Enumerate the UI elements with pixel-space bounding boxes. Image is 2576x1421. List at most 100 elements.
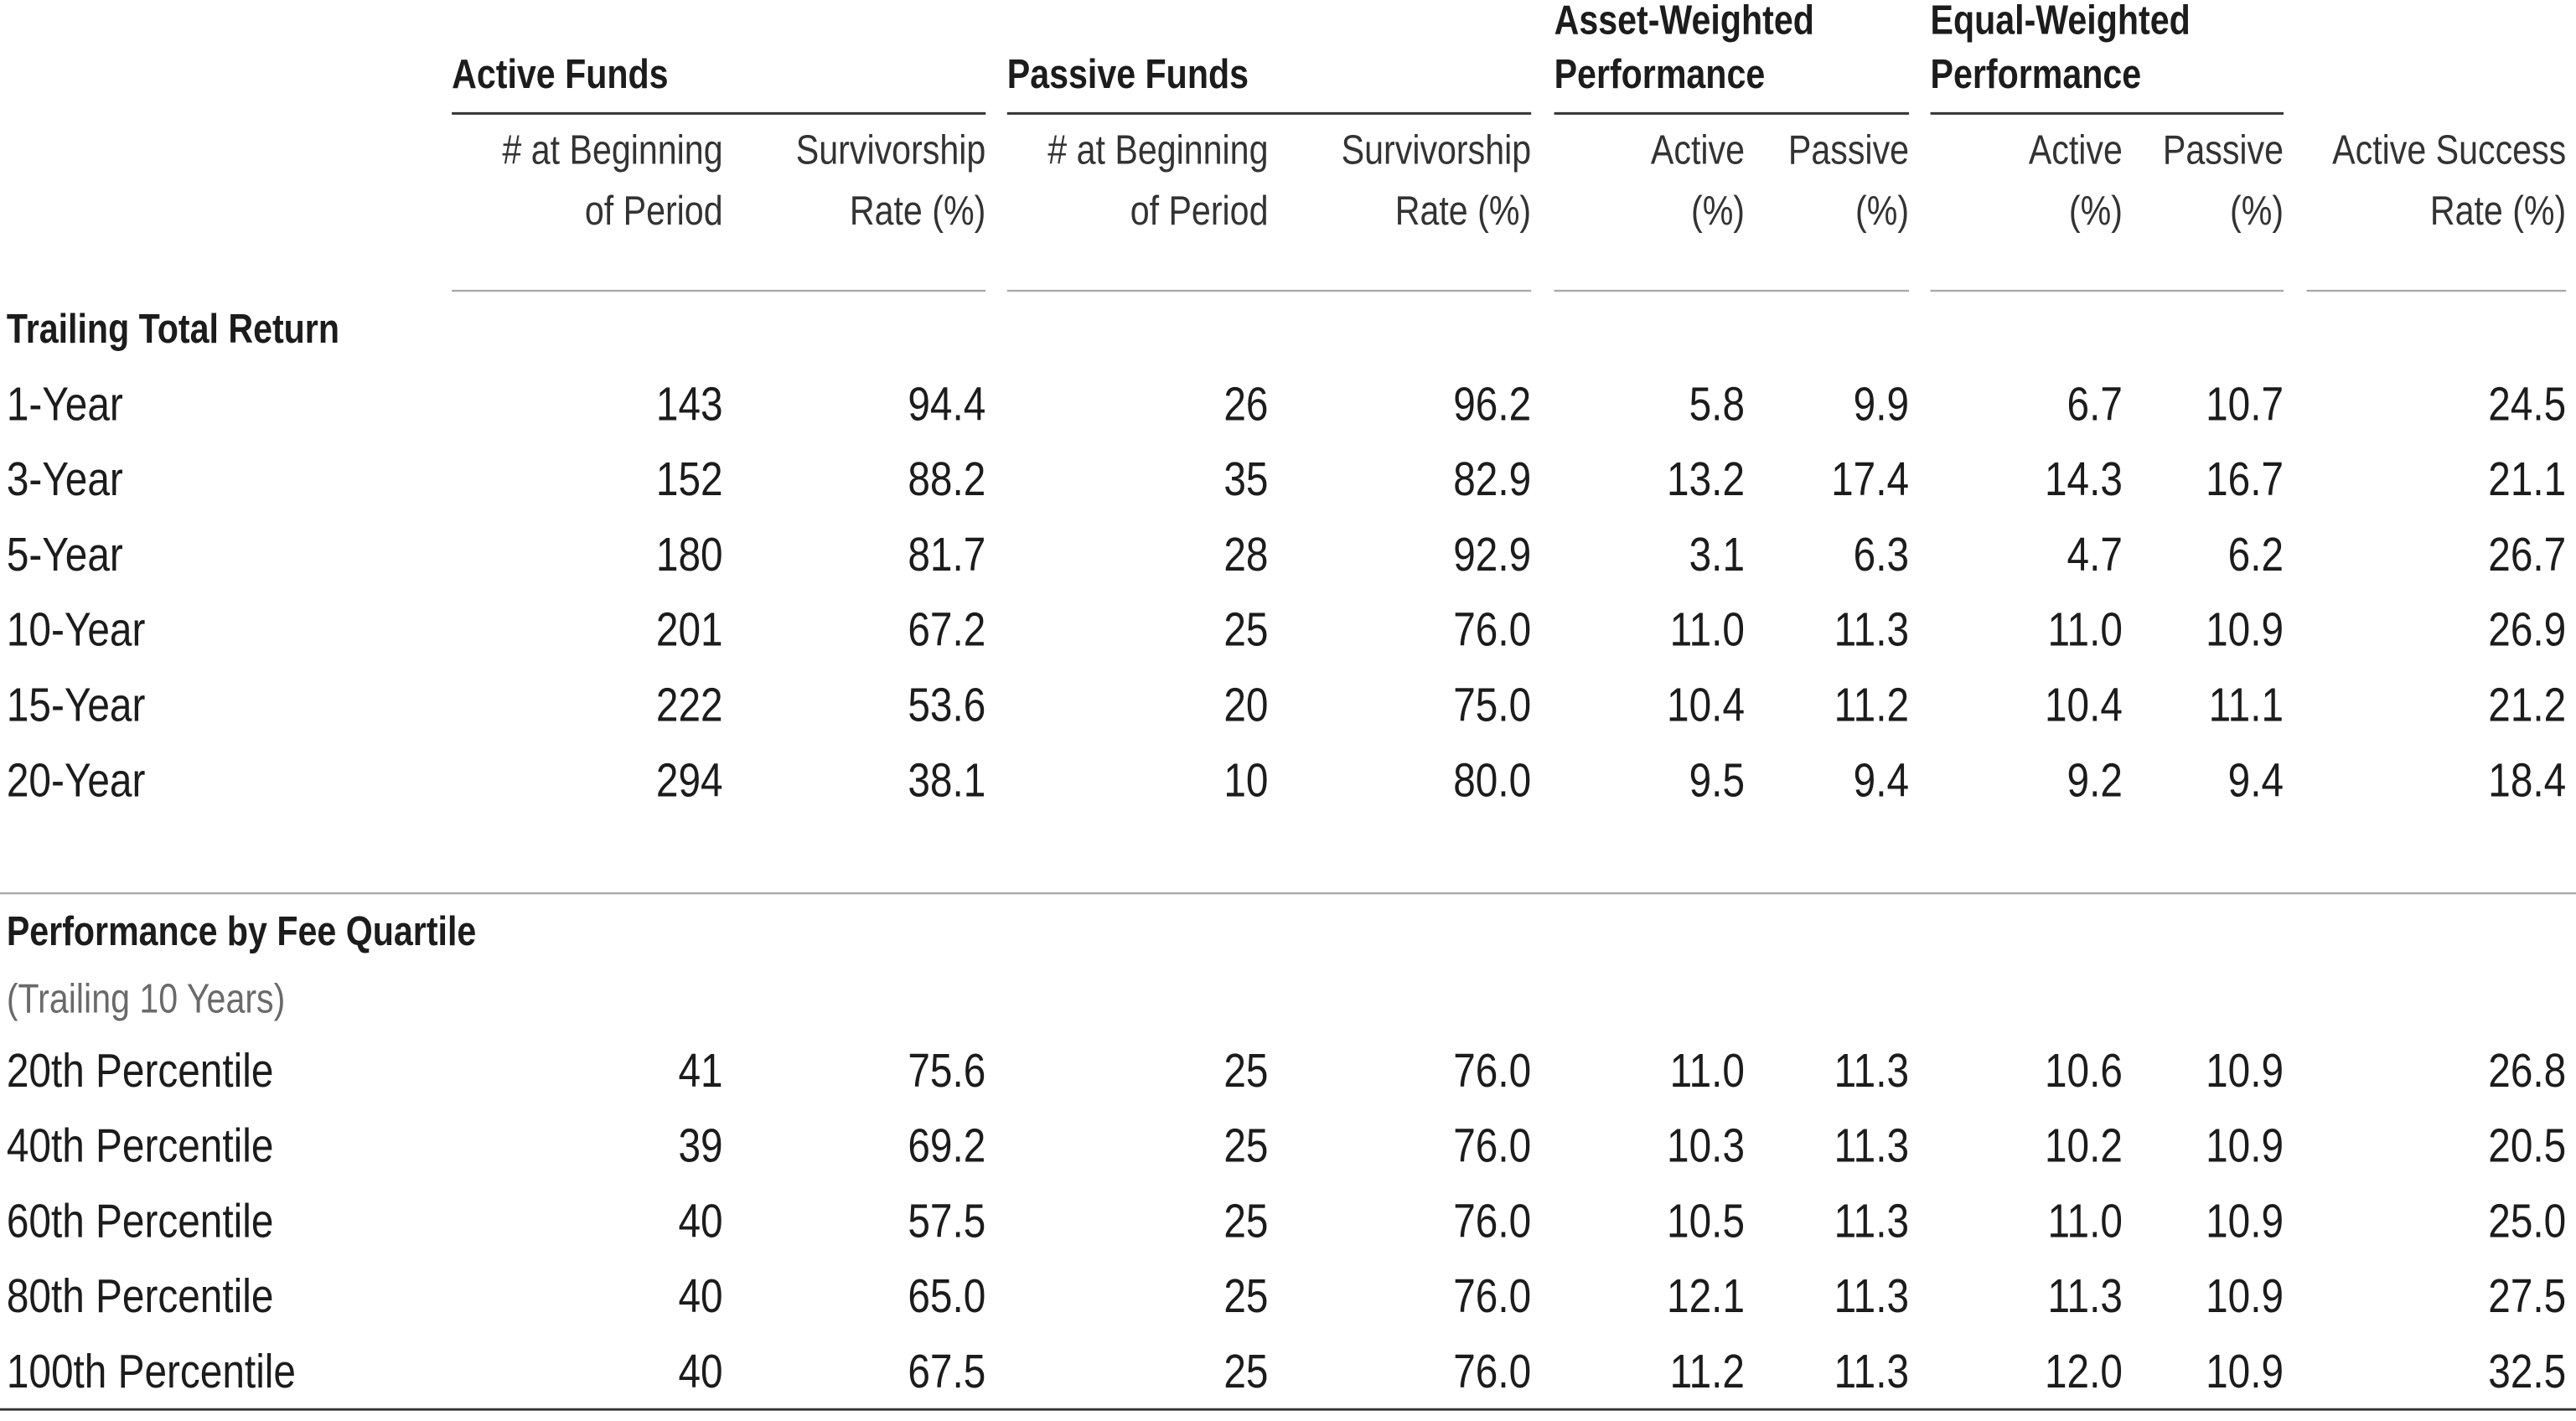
cell: 65.0 xyxy=(908,1269,985,1323)
cell: 40 xyxy=(678,1269,722,1323)
cell: 222 xyxy=(656,679,723,732)
group-header: Performance xyxy=(1931,51,2142,97)
cell: 25 xyxy=(1223,1195,1268,1248)
cell: 25 xyxy=(1223,1119,1268,1173)
row-label: 3-Year xyxy=(7,452,123,506)
cell: 10.3 xyxy=(1667,1119,1745,1173)
cell: 82.9 xyxy=(1453,452,1531,506)
row-label: 1-Year xyxy=(7,377,123,431)
cell: 10.7 xyxy=(2206,377,2284,431)
column-header: of Period xyxy=(1130,188,1269,234)
cell: 35 xyxy=(1223,452,1268,506)
cell: 10 xyxy=(1223,753,1268,807)
cell: 10.6 xyxy=(2045,1044,2123,1098)
cell: 25 xyxy=(1223,1345,1268,1398)
section-subtitle: (Trailing 10 Years) xyxy=(7,975,286,1021)
cell: 88.2 xyxy=(908,452,985,506)
cell: 76.0 xyxy=(1453,603,1531,657)
cell: 180 xyxy=(656,528,723,581)
group-header: Performance xyxy=(1554,51,1766,97)
cell: 11.1 xyxy=(2209,679,2284,732)
cell: 76.0 xyxy=(1453,1119,1531,1173)
cell: 10.9 xyxy=(2206,1345,2284,1398)
column-header: Rate (%) xyxy=(850,188,985,234)
cell: 11.3 xyxy=(1834,603,1909,657)
cell: 11.0 xyxy=(2048,1195,2123,1248)
cell: 92.9 xyxy=(1453,528,1531,581)
row-label: 40th Percentile xyxy=(7,1119,274,1173)
cell: 25 xyxy=(1223,1044,1268,1098)
cell: 6.7 xyxy=(2067,377,2123,431)
cell: 9.4 xyxy=(1854,753,1909,807)
cell: 10.9 xyxy=(2206,1044,2284,1098)
cell: 80.0 xyxy=(1453,753,1531,807)
cell: 26.9 xyxy=(2488,603,2566,657)
cell: 11.3 xyxy=(1834,1195,1909,1248)
column-header: (%) xyxy=(2230,188,2284,234)
cell: 39 xyxy=(678,1119,722,1173)
cell: 201 xyxy=(656,603,723,657)
column-header: (%) xyxy=(2069,188,2123,234)
cell: 10.4 xyxy=(2045,679,2123,732)
group-header: Passive Funds xyxy=(1007,51,1249,97)
column-header: (%) xyxy=(1691,188,1745,234)
cell: 75.0 xyxy=(1453,679,1531,732)
cell: 25.0 xyxy=(2488,1195,2566,1248)
cell: 57.5 xyxy=(908,1195,985,1248)
cell: 76.0 xyxy=(1453,1044,1531,1098)
cell: 67.5 xyxy=(908,1345,985,1398)
cell: 12.0 xyxy=(2045,1345,2123,1398)
cell: 76.0 xyxy=(1453,1195,1531,1248)
cell: 53.6 xyxy=(908,679,985,732)
column-header: Rate (%) xyxy=(2430,188,2566,234)
group-header: Asset-Weighted xyxy=(1554,0,1814,43)
cell: 6.3 xyxy=(1854,528,1909,581)
group-header: Equal-Weighted xyxy=(1931,0,2191,43)
row-label: 80th Percentile xyxy=(7,1269,274,1323)
column-header: Rate (%) xyxy=(1395,188,1531,234)
cell: 69.2 xyxy=(908,1119,985,1173)
section-title: Performance by Fee Quartile xyxy=(7,908,476,954)
cell: 10.2 xyxy=(2045,1119,2123,1173)
cell: 14.3 xyxy=(2045,452,2123,506)
row-label: 60th Percentile xyxy=(7,1195,274,1248)
cell: 9.4 xyxy=(2228,753,2284,807)
cell: 11.3 xyxy=(1834,1044,1909,1098)
row-label: 20th Percentile xyxy=(7,1044,274,1098)
cell: 40 xyxy=(678,1345,722,1398)
cell: 5.8 xyxy=(1689,377,1745,431)
cell: 3.1 xyxy=(1689,528,1745,581)
cell: 20 xyxy=(1223,679,1268,732)
row-label: 15-Year xyxy=(7,679,146,732)
cell: 21.1 xyxy=(2488,452,2566,506)
cell: 26.8 xyxy=(2488,1044,2566,1098)
cell: 76.0 xyxy=(1453,1269,1531,1323)
cell: 26 xyxy=(1223,377,1268,431)
cell: 67.2 xyxy=(908,603,985,657)
cell: 143 xyxy=(656,377,723,431)
column-header: Active Success xyxy=(2332,127,2566,173)
row-label: 100th Percentile xyxy=(7,1345,296,1398)
column-header: Passive xyxy=(2163,127,2284,173)
cell: 32.5 xyxy=(2488,1345,2566,1398)
cell: 20.5 xyxy=(2488,1119,2566,1173)
cell: 76.0 xyxy=(1453,1345,1531,1398)
group-header: Active Funds xyxy=(452,51,668,97)
cell: 21.2 xyxy=(2488,679,2566,732)
cell: 10.9 xyxy=(2206,603,2284,657)
cell: 11.3 xyxy=(2048,1269,2123,1323)
column-header: (%) xyxy=(1855,188,1909,234)
cell: 4.7 xyxy=(2067,528,2123,581)
cell: 11.3 xyxy=(1834,1345,1909,1398)
row-label: 20-Year xyxy=(7,753,146,807)
cell: 96.2 xyxy=(1453,377,1531,431)
cell: 12.1 xyxy=(1667,1269,1745,1323)
cell: 81.7 xyxy=(908,528,985,581)
column-header: Survivorship xyxy=(1342,127,1531,173)
column-header: Active xyxy=(2029,127,2123,173)
row-label: 5-Year xyxy=(7,528,123,581)
cell: 40 xyxy=(678,1195,722,1248)
cell: 75.6 xyxy=(908,1044,985,1098)
